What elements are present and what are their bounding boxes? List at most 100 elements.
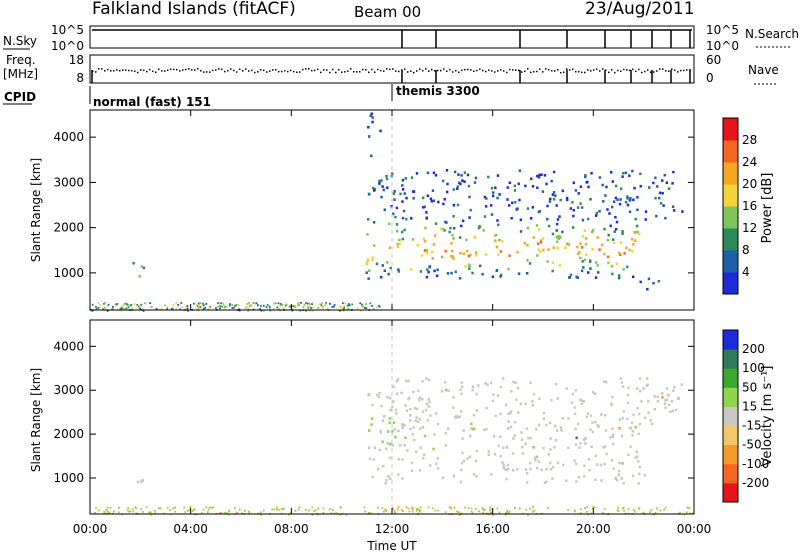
- power-point: [276, 306, 279, 309]
- velocity-point: [647, 399, 650, 403]
- freq-point: [569, 69, 571, 71]
- power-point: [136, 303, 139, 306]
- power-point: [305, 302, 308, 305]
- power-point: [223, 306, 226, 309]
- power-point: [602, 200, 605, 203]
- power-point: [587, 185, 590, 189]
- velocity-point: [466, 457, 469, 460]
- power-point: [326, 308, 329, 311]
- power-point: [610, 264, 614, 268]
- freq-point: [419, 68, 421, 70]
- velocity-point: [493, 452, 497, 456]
- power-point: [493, 234, 496, 238]
- freq-point: [212, 69, 214, 72]
- velocity-point: [594, 454, 598, 457]
- freq-point: [266, 71, 268, 73]
- power-point: [198, 302, 201, 305]
- velocity-point: [189, 506, 192, 509]
- power-point: [104, 301, 106, 304]
- velocity-point: [401, 477, 404, 480]
- power-point: [586, 217, 590, 221]
- power-point: [626, 196, 629, 200]
- velocity-point: [380, 404, 383, 408]
- velocity-point: [486, 383, 489, 387]
- velocity-point: [106, 506, 109, 509]
- velocity-point: [412, 426, 415, 429]
- power-point: [395, 229, 399, 233]
- velocity-point: [427, 506, 430, 509]
- velocity-point: [532, 506, 534, 508]
- power-point: [215, 307, 217, 309]
- velocity-point: [462, 429, 465, 432]
- power-point: [613, 230, 616, 234]
- power-point: [569, 273, 573, 277]
- power-point: [568, 276, 571, 279]
- velocity-point: [475, 449, 479, 453]
- power-point: [116, 303, 119, 305]
- velocity-point: [186, 509, 189, 512]
- velocity-point: [556, 397, 559, 400]
- velocity-point: [371, 475, 374, 479]
- velocity-point: [477, 384, 480, 387]
- velocity-point: [408, 510, 411, 513]
- velocity-point: [471, 388, 474, 392]
- velocity-point: [404, 436, 407, 440]
- freq-point: [107, 68, 109, 71]
- power-point: [531, 185, 535, 188]
- freq-point: [689, 68, 691, 71]
- velocity-point: [317, 507, 320, 510]
- power-point: [546, 217, 549, 221]
- power-point: [477, 226, 481, 230]
- power-point: [217, 305, 220, 308]
- power-point: [576, 245, 579, 249]
- freq-point: [140, 69, 142, 71]
- power-point: [496, 196, 499, 200]
- freq-point: [581, 71, 583, 74]
- velocity-cbar-tick: -100: [742, 457, 769, 471]
- freq-point: [302, 68, 304, 71]
- velocity-point: [405, 506, 408, 509]
- power-point: [552, 191, 556, 194]
- power-point: [371, 304, 373, 307]
- power-point: [619, 187, 623, 191]
- velocity-point: [370, 417, 374, 420]
- power-point: [300, 301, 302, 304]
- freq-point: [482, 69, 484, 72]
- power-point: [436, 268, 439, 272]
- freq-point: [257, 71, 259, 73]
- velocity-point: [573, 509, 576, 512]
- freq-point: [98, 68, 100, 70]
- power-point: [594, 276, 598, 279]
- power-point: [308, 302, 311, 305]
- velocity-point: [379, 429, 382, 433]
- power-point: [366, 259, 370, 262]
- velocity-point: [635, 450, 639, 454]
- velocity-point: [419, 506, 422, 509]
- power-point: [434, 222, 438, 225]
- power-point: [186, 305, 189, 307]
- power-point: [591, 228, 595, 232]
- power-point: [628, 210, 632, 214]
- power-point: [160, 307, 163, 310]
- power-point: [348, 304, 351, 307]
- velocity-point: [472, 472, 476, 476]
- power-point: [367, 277, 370, 280]
- power-point: [579, 202, 582, 205]
- velocity-point: [397, 429, 400, 433]
- velocity-point: [664, 399, 667, 402]
- power-point: [585, 237, 588, 240]
- power-point: [123, 302, 126, 305]
- velocity-point: [560, 429, 563, 432]
- power-ytick-label: 2000: [53, 221, 84, 235]
- freq-point: [179, 70, 181, 72]
- freq-point: [254, 71, 256, 74]
- power-point: [347, 303, 350, 305]
- velocity-point: [631, 474, 635, 478]
- velocity-point: [200, 512, 203, 515]
- power-point: [430, 199, 434, 203]
- power-point: [618, 251, 621, 255]
- velocity-point: [669, 410, 672, 414]
- velocity-point: [166, 506, 169, 509]
- freq-point: [122, 69, 124, 71]
- power-point: [274, 302, 277, 305]
